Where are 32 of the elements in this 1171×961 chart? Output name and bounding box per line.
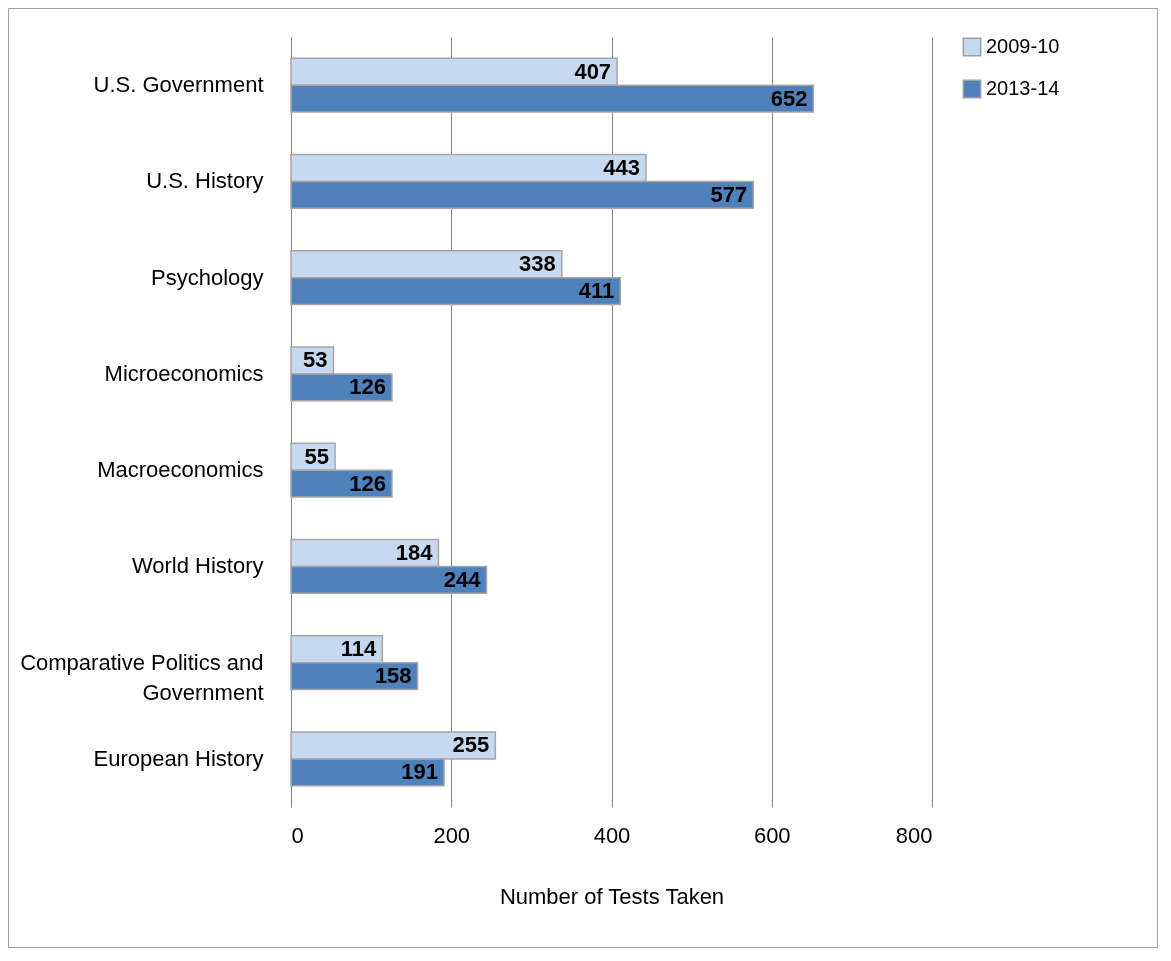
data-label: 191	[401, 759, 439, 785]
x-tick-label: 800	[895, 822, 933, 848]
data-label: 184	[395, 539, 434, 565]
data-label: 55	[304, 443, 330, 469]
x-tick-label: 400	[593, 822, 631, 848]
data-label: 407	[574, 58, 612, 84]
y-tick-label: U.S. History	[146, 168, 264, 194]
x-axis-title: Number of Tests Taken	[499, 883, 725, 909]
data-label: 577	[710, 181, 748, 207]
data-label: 652	[770, 85, 808, 111]
data-label: 53	[302, 347, 328, 373]
x-tick-label: 200	[433, 822, 471, 848]
data-label: 126	[349, 470, 386, 496]
data-label: 126	[349, 374, 386, 400]
data-label: 338	[519, 251, 556, 277]
legend-label: 2013-14	[986, 77, 1060, 99]
legend-label: 2009-10	[986, 35, 1060, 57]
x-tick-label: 600	[753, 822, 791, 848]
y-tick-label: Psychology	[150, 264, 264, 290]
y-tick-label: Comparative Politics and Government	[20, 649, 264, 705]
y-tick-label: European History	[93, 745, 264, 771]
x-tick-label: 0	[291, 822, 304, 848]
y-tick-label: U.S. Government	[93, 72, 264, 98]
data-label: 443	[603, 154, 640, 180]
data-label: 411	[578, 278, 615, 304]
y-tick-label: Microeconomics	[104, 360, 264, 386]
data-label: 255	[452, 732, 490, 758]
data-label: 114	[340, 636, 378, 662]
data-label: 158	[374, 663, 412, 689]
data-label: 244	[443, 566, 482, 592]
y-tick-label: World History	[131, 553, 264, 579]
y-tick-label: Macroeconomics	[97, 457, 264, 483]
